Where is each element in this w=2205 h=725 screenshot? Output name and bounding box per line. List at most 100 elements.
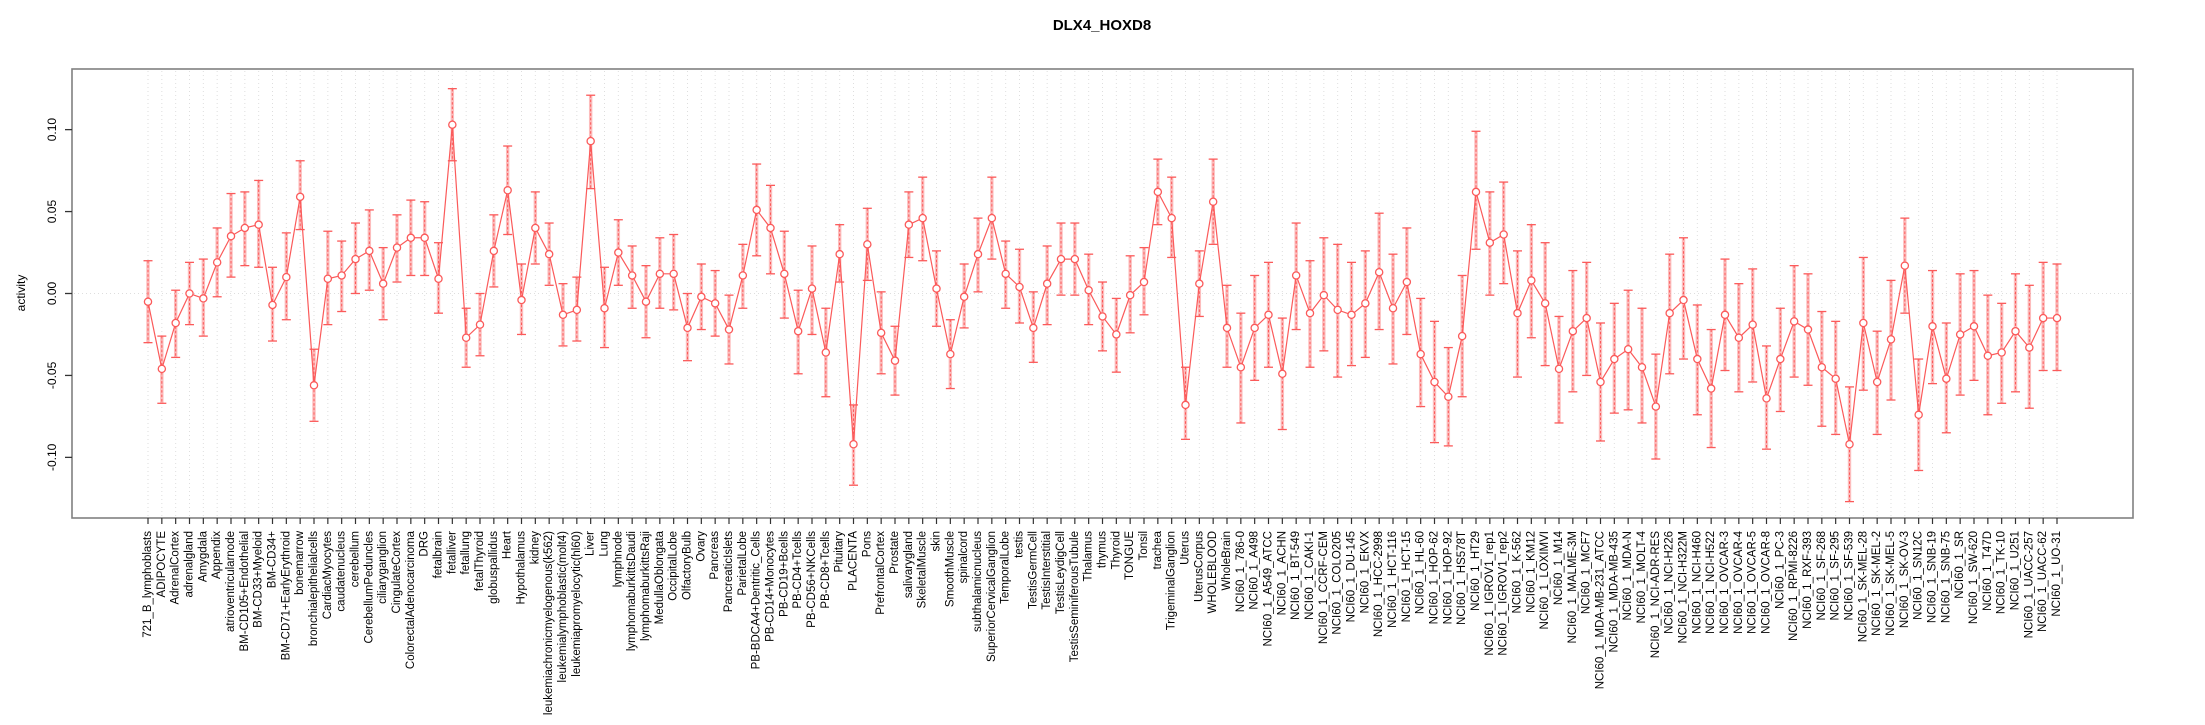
- data-point: [1665, 308, 1674, 318]
- data-point: [392, 243, 402, 252]
- x-tick-label: NCI60_1_PC-3: [1774, 531, 1786, 609]
- data-point: [1430, 377, 1439, 387]
- data-point: [1112, 330, 1121, 339]
- x-tick-label: testis: [1014, 531, 1026, 558]
- data-point: [1969, 322, 1979, 331]
- data-point: [503, 186, 512, 195]
- data-point: [2025, 343, 2034, 352]
- x-tick-label: NCI60_1_OVCAR-3: [1719, 531, 1731, 634]
- x-tick-label: NCI60_1_SK-OV-3: [1899, 531, 1911, 628]
- data-point: [1582, 313, 1591, 323]
- x-tick-label: NCI60_1_OVCAR-8: [1761, 531, 1773, 634]
- data-point: [268, 300, 277, 310]
- data-point: [365, 246, 374, 256]
- data-point: [1056, 254, 1066, 264]
- x-tick-label: NCI60_1_SF-295: [1830, 531, 1842, 621]
- x-tick-label: PB-CD8+Tcells: [820, 531, 832, 609]
- x-tick-label: spinalcord: [958, 531, 970, 583]
- x-tick-label: NCI60_1_RXF-393: [1802, 531, 1814, 629]
- y-axis: 0.10 0.05 0.00 -0.05 -0.10: [45, 118, 72, 471]
- data-point: [683, 323, 692, 333]
- x-tick-label: NCI60_1_DU-145: [1346, 531, 1358, 622]
- data-point: [1623, 344, 1633, 354]
- x-tick-label: NCI60_1_SK-MEL-5: [1885, 531, 1897, 636]
- data-point: [1333, 305, 1342, 315]
- x-tick-label: WHOLEBLOOD: [1207, 531, 1219, 613]
- data-point: [1319, 290, 1329, 300]
- data-point: [1485, 238, 1495, 247]
- data-point: [1789, 317, 1799, 326]
- data-point: [1153, 187, 1163, 197]
- y-tick-label: -0.10: [45, 443, 59, 471]
- data-point: [1444, 392, 1453, 401]
- x-tick-label: NCI60_1_UO-31: [2051, 531, 2063, 617]
- y-tick-label: 0.10: [45, 118, 59, 142]
- x-tick-label: NCI60_1_SR: [1954, 531, 1966, 599]
- x-tick-label: leukemialymphoblastic(molt4): [557, 531, 569, 683]
- x-tick-label: adrenalgland: [184, 531, 196, 598]
- x-tick-label: bronchialepithelialcells: [308, 531, 320, 646]
- x-tick-label: ParietalLobe: [737, 531, 749, 596]
- x-tick-label: UterusCorpus: [1193, 531, 1205, 602]
- x-tick-label: NCI60_1_NCI-H322M: [1678, 531, 1690, 644]
- data-point: [295, 192, 305, 202]
- data-point: [627, 271, 637, 280]
- data-point: [918, 213, 927, 223]
- data-point: [641, 297, 651, 306]
- x-tick-label: WholeBrain: [1221, 531, 1233, 590]
- data-point: [1776, 354, 1785, 364]
- x-tick-label: NCI60_1_MOLT-4: [1636, 530, 1648, 623]
- y-tick-label: 0.00: [45, 281, 59, 305]
- data-point: [2038, 313, 2048, 323]
- data-point: [1983, 351, 1993, 361]
- x-tick-label: NCI60_1_SW-620: [1968, 531, 1980, 624]
- x-tick-label: ciliaryganglion: [377, 531, 389, 604]
- data-point: [171, 318, 180, 328]
- x-tick-label: NCI60_1_HOP-92: [1442, 531, 1454, 624]
- data-point: [1001, 269, 1010, 279]
- data-point: [724, 325, 734, 334]
- x-tick-label: NCI60_1_K-562: [1512, 531, 1524, 613]
- data-point: [973, 249, 983, 259]
- data-point: [199, 294, 208, 303]
- data-point: [1070, 254, 1080, 264]
- data-point: [1416, 349, 1425, 359]
- data-point: [1527, 276, 1536, 285]
- data-point: [1568, 326, 1578, 336]
- x-tick-label: NCI60_1_IGROV1_rep1: [1484, 531, 1496, 656]
- data-point: [1693, 354, 1702, 364]
- x-tick-label: NCI60_1_TK-10: [1996, 531, 2008, 614]
- data-point: [655, 269, 665, 279]
- x-tick-label: NCI60_1_A549_ATCC: [1263, 531, 1275, 647]
- x-tick-label: NCI60_1_CAKI-1: [1304, 531, 1316, 620]
- x-tick-label: BM-CD34+: [267, 531, 279, 588]
- data-point: [1720, 310, 1730, 320]
- data-point: [710, 299, 720, 308]
- y-axis-label: activity: [14, 275, 28, 312]
- data-point: [1831, 374, 1840, 383]
- x-tick-label: NCI60_1_NCI-H522: [1705, 531, 1717, 634]
- data-point: [1195, 279, 1204, 288]
- data-point: [1540, 299, 1550, 308]
- data-point: [1042, 279, 1052, 288]
- x-tick-label: caudatenucleus: [336, 531, 348, 612]
- data-point: [752, 205, 761, 215]
- data-point: [1872, 377, 1882, 387]
- data-point: [1859, 318, 1868, 328]
- x-tick-label: NCI60_1_UACC-257: [2023, 531, 2035, 638]
- x-tick-label: Prostate: [889, 531, 901, 574]
- data-point: [1250, 323, 1259, 333]
- x-tick-label: NCI60_1_A498: [1249, 531, 1261, 610]
- data-point: [185, 289, 194, 298]
- x-tick-label: Liver: [585, 531, 597, 556]
- x-tick-label: NCI60_1_NCI-H226: [1664, 531, 1676, 634]
- x-tick-label: NCI60_1_LOXIMVI: [1539, 531, 1551, 629]
- x-tick-label: salivarygland: [903, 531, 915, 598]
- data-point: [1900, 261, 1910, 270]
- x-tick-label: TestisSeminiferousTubule: [1069, 531, 1081, 662]
- data-point: [1167, 213, 1176, 223]
- x-tick-label: fetalThyroid: [474, 531, 486, 591]
- x-tick-label: BM-CD71+EarlyErythroid: [280, 531, 292, 660]
- x-tick-label: NCI60_1_CCRF-CEM: [1318, 531, 1330, 644]
